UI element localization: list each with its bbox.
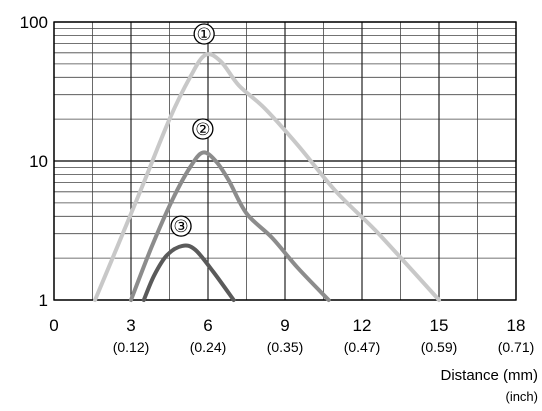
- x-tick-label: 3: [126, 316, 135, 335]
- y-tick-label: 1: [39, 291, 48, 310]
- x-axis-title: Distance (mm): [440, 367, 538, 384]
- plot-frame: [53, 21, 517, 301]
- x-tick-label: 15: [430, 316, 449, 335]
- x-tick-sublabel: (0.59): [421, 339, 458, 355]
- curve-label-1: ①: [197, 25, 212, 44]
- x-tick-sublabel: (0.24): [190, 339, 227, 355]
- curve-label-circle-1: [193, 23, 215, 45]
- x-tick-sublabel: (0.35): [267, 339, 304, 355]
- x-tick-label: 9: [280, 316, 289, 335]
- series-line-1: [93, 52, 441, 302]
- curve-labels: ① ② ③: [170, 23, 215, 237]
- x-tick-sublabel: (0.12): [113, 339, 150, 355]
- curves: [93, 52, 441, 302]
- x-tick-label: 18: [507, 316, 526, 335]
- x-tick-labels: 0 3 (0.12) 6 (0.24) 9 (0.35) 12 (0.47) 15 (0.59) 18…: [49, 316, 534, 355]
- curve-label-circle-3: [170, 215, 192, 237]
- y-tick-labels: 1 10 100: [20, 13, 48, 310]
- y-tick-label: 100: [20, 13, 48, 32]
- x-tick-label: 0: [49, 316, 58, 335]
- curve-label-circle-2: [192, 118, 214, 140]
- x-tick-label: 6: [203, 316, 212, 335]
- curve-label-3: ③: [173, 217, 188, 236]
- series-line-3: [141, 243, 236, 302]
- y-tick-label: 10: [29, 152, 48, 171]
- curve-label-2: ②: [195, 120, 210, 139]
- x-tick-label: 12: [353, 316, 372, 335]
- x-axis-unit: (inch): [505, 389, 538, 404]
- x-tick-sublabel: (0.71): [498, 339, 535, 355]
- x-tick-sublabel: (0.47): [344, 339, 381, 355]
- series-line-2: [129, 150, 331, 302]
